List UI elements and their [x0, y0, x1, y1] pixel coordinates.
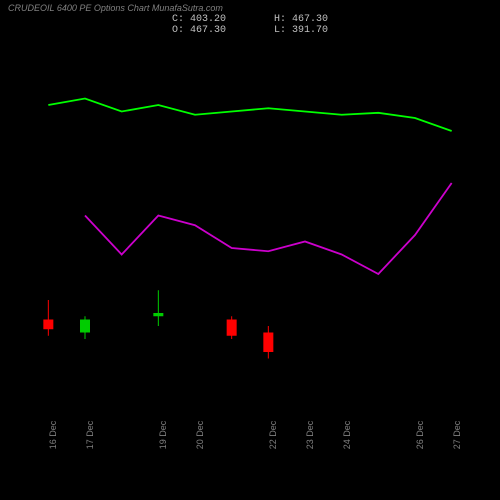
chart-svg	[30, 40, 470, 430]
lower-band-line	[85, 183, 452, 274]
chart-plot-area	[30, 40, 470, 430]
upper-band-line	[48, 99, 451, 132]
candlesticks	[43, 290, 273, 358]
x-tick-label: 27 Dec	[452, 421, 500, 450]
x-tick-label: 20 Dec	[195, 421, 255, 450]
ohlc-readout: C: 403.20 H: 467.30 O: 467.30 L: 391.70	[0, 14, 500, 36]
x-axis-labels: 16 Dec17 Dec19 Dec20 Dec22 Dec23 Dec24 D…	[30, 435, 470, 495]
chart-title: CRUDEOIL 6400 PE Options Chart MunafaSut…	[8, 3, 223, 13]
x-tick-label: 17 Dec	[85, 421, 145, 450]
x-tick-label: 24 Dec	[342, 421, 402, 450]
